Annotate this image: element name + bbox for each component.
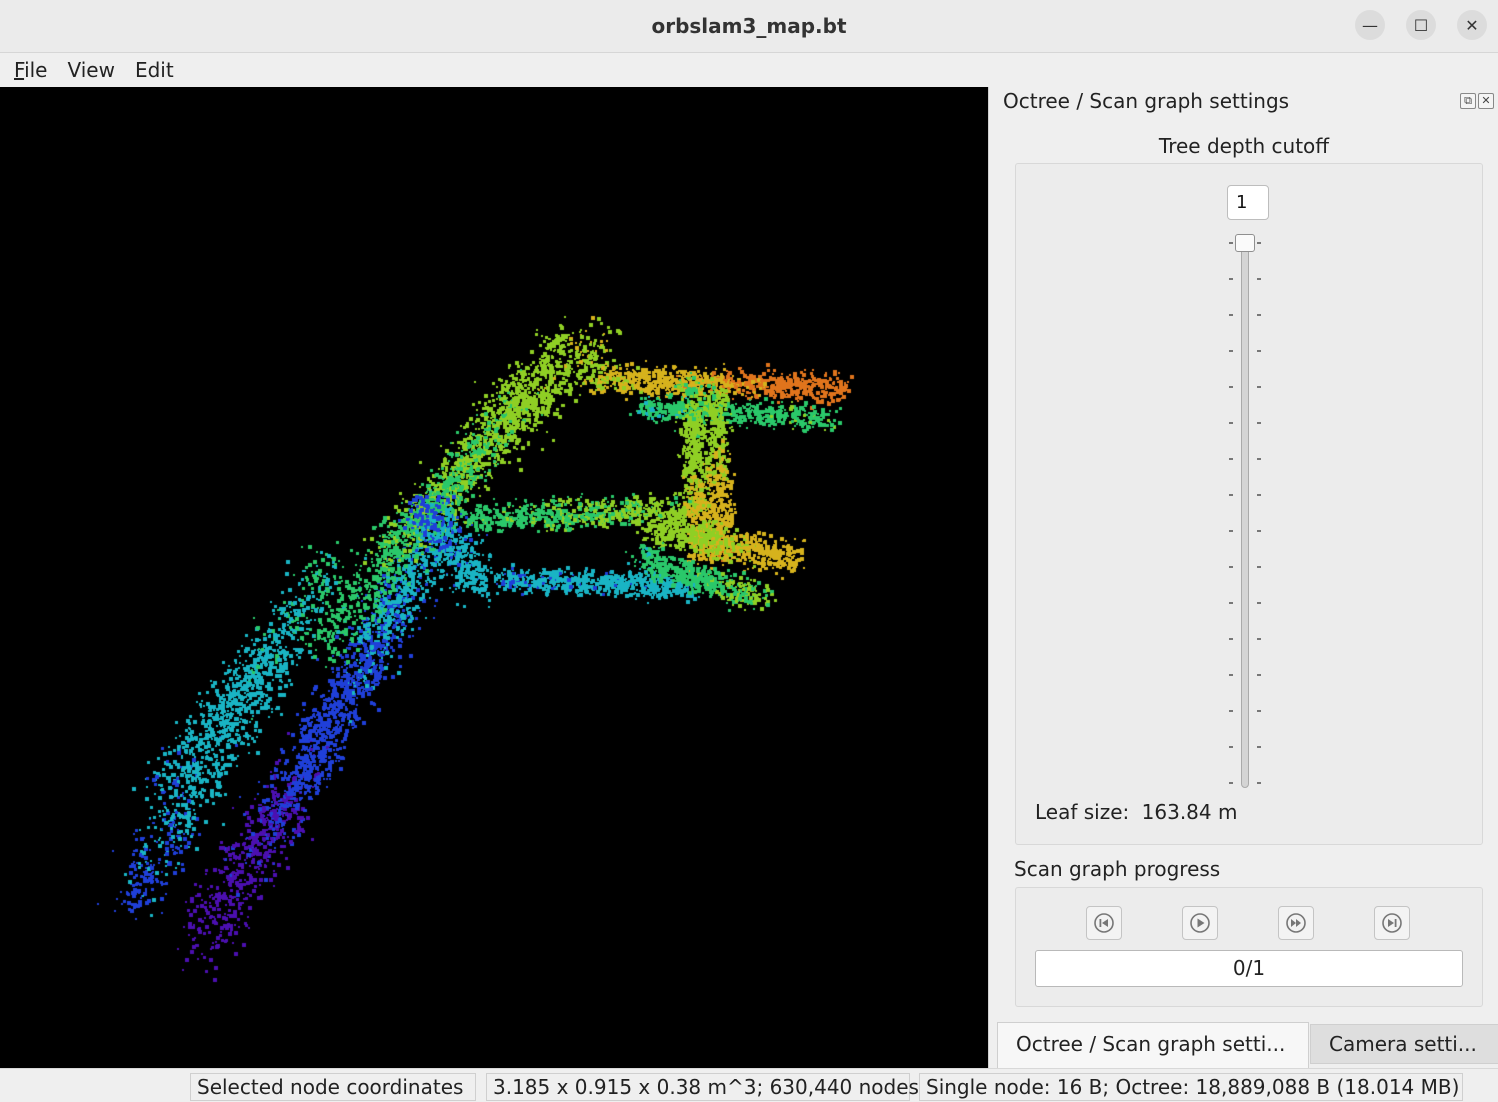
scan-progress-label: Scan graph progress — [1014, 857, 1221, 881]
slider-tick — [1257, 782, 1261, 784]
scan-progress-group: 0/1 — [1015, 887, 1483, 1007]
slider-tick — [1229, 278, 1233, 280]
close-icon: ✕ — [1465, 15, 1479, 35]
slider-tick — [1229, 674, 1233, 676]
float-icon: ⧉ — [1464, 94, 1472, 107]
leaf-size-value: 163.84 m — [1141, 800, 1238, 824]
slider-tick — [1229, 530, 1233, 532]
leaf-size-label: Leaf size: — [1035, 800, 1130, 824]
point-cloud-render[interactable] — [0, 87, 988, 1068]
slider-tick — [1257, 458, 1261, 460]
step-forward-button[interactable] — [1278, 906, 1314, 940]
slider-tick — [1229, 782, 1233, 784]
close-icon: ✕ — [1481, 94, 1491, 107]
menu-view[interactable]: View — [67, 58, 115, 82]
slider-tick — [1257, 386, 1261, 388]
slider-tick — [1229, 242, 1233, 244]
minimize-button[interactable]: — — [1355, 10, 1385, 40]
slider-tick — [1257, 530, 1261, 532]
slider-tick — [1229, 422, 1233, 424]
selected-node-status: Selected node coordinates — [190, 1073, 476, 1101]
slider-tick — [1229, 494, 1233, 496]
status-bar: Selected node coordinates 3.185 x 0.915 … — [0, 1068, 1498, 1102]
slider-tick — [1229, 602, 1233, 604]
menu-bar: File View Edit — [0, 53, 1498, 87]
leaf-size: Leaf size: 163.84 m — [1035, 800, 1243, 824]
menu-file-label: File — [14, 58, 48, 82]
memory-status: Single node: 16 B; Octree: 18,889,088 B … — [919, 1073, 1463, 1101]
slider-tick — [1257, 602, 1261, 604]
tab-camera-settings[interactable]: Camera setti... — [1310, 1024, 1498, 1064]
tab-octree-settings[interactable]: Octree / Scan graph setti... — [997, 1022, 1309, 1068]
tree-depth-slider[interactable] — [1241, 240, 1249, 788]
slider-tick — [1257, 494, 1261, 496]
slider-tick — [1229, 746, 1233, 748]
slider-tick — [1257, 710, 1261, 712]
octree-settings-dock: Octree / Scan graph settings ⧉ ✕ Tree de… — [988, 87, 1498, 1068]
window-title: orbslam3_map.bt — [651, 14, 847, 38]
play-button[interactable] — [1182, 906, 1218, 940]
minimize-icon: — — [1362, 15, 1378, 35]
play-icon — [1190, 913, 1210, 933]
skip-to-start-icon — [1094, 913, 1114, 933]
tree-depth-group: 1 — [1015, 163, 1483, 845]
float-dock-button[interactable]: ⧉ — [1460, 93, 1476, 109]
slider-tick — [1257, 242, 1261, 244]
skip-to-end-icon — [1382, 913, 1402, 933]
slider-tick — [1229, 458, 1233, 460]
fast-forward-icon — [1286, 913, 1306, 933]
maximize-button[interactable]: ☐ — [1406, 10, 1436, 40]
slider-tick — [1257, 566, 1261, 568]
tree-depth-label: Tree depth cutoff — [1158, 134, 1330, 158]
title-bar: orbslam3_map.bt — ☐ ✕ — [0, 0, 1498, 53]
menu-file-mnemonic: F — [14, 58, 25, 82]
slider-tick — [1229, 566, 1233, 568]
tree-depth-slider-handle[interactable] — [1235, 234, 1255, 252]
slider-tick — [1257, 422, 1261, 424]
slider-tick — [1257, 746, 1261, 748]
map-extent-status: 3.185 x 0.915 x 0.38 m^3; 630,440 nodes — [486, 1073, 919, 1101]
rewind-button[interactable] — [1086, 906, 1122, 940]
dock-title: Octree / Scan graph settings — [1003, 89, 1290, 113]
tree-depth-spinbox[interactable]: 1 — [1227, 185, 1269, 220]
menu-file[interactable]: File — [4, 58, 57, 82]
slider-tick — [1229, 638, 1233, 640]
menu-edit[interactable]: Edit — [134, 58, 174, 82]
slider-tick — [1229, 314, 1233, 316]
slider-tick — [1257, 674, 1261, 676]
close-button[interactable]: ✕ — [1457, 10, 1487, 40]
slider-tick — [1257, 638, 1261, 640]
slider-tick — [1257, 278, 1261, 280]
slider-tick — [1229, 710, 1233, 712]
skip-to-end-button[interactable] — [1374, 906, 1410, 940]
slider-tick — [1229, 350, 1233, 352]
3d-viewport[interactable] — [0, 87, 988, 1068]
maximize-icon: ☐ — [1413, 15, 1429, 35]
slider-tick — [1257, 314, 1261, 316]
close-dock-button[interactable]: ✕ — [1478, 93, 1494, 109]
slider-tick — [1257, 350, 1261, 352]
slider-tick — [1229, 386, 1233, 388]
scan-counter: 0/1 — [1035, 950, 1463, 987]
